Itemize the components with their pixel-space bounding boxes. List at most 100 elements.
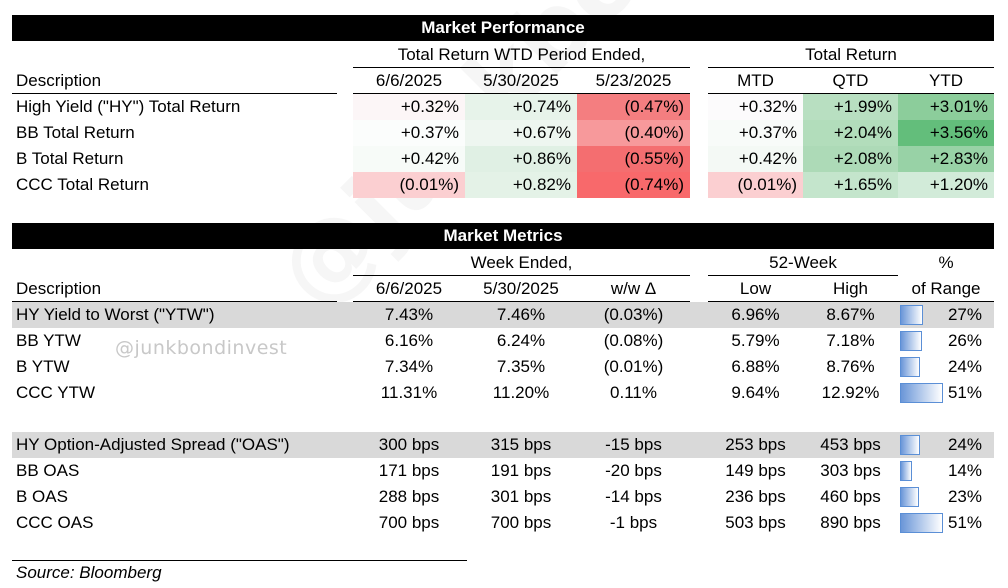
performance-row: High Yield ("HY") Total Return +0.32% +0.7… <box>12 94 994 120</box>
performance-value-ytd: +2.83% <box>898 146 994 172</box>
performance-value-w2: +0.74% <box>465 94 577 120</box>
metrics-value-chg: (0.08%) <box>603 331 664 350</box>
metrics-value-chg: -15 bps <box>605 435 662 454</box>
metrics-col-change-header: w/w Δ <box>610 279 657 298</box>
performance-value-w1: +0.42% <box>353 146 465 172</box>
metrics-value-chg: 0.11% <box>610 383 657 402</box>
range-bar-track <box>900 435 984 455</box>
source-note: Source: Bloomberg <box>16 563 162 582</box>
week-ended-group-header: Week Ended, <box>470 253 573 272</box>
performance-value-w2: +0.82% <box>465 172 577 198</box>
range-bar <box>900 383 943 403</box>
metrics-value-w2: 191 bps <box>490 461 552 480</box>
range-bar-track <box>900 487 984 507</box>
performance-value-w3: (0.47%) <box>577 94 690 120</box>
metrics-value-low: 5.79% <box>731 331 780 350</box>
metrics-row-label: B OAS <box>16 487 68 506</box>
range-bar <box>900 435 920 455</box>
range-bar <box>900 305 923 325</box>
metrics-value-high: 303 bps <box>820 461 881 480</box>
metrics-row: B OAS 288 bps 301 bps -14 bps 236 bps 460 bps… <box>12 484 994 510</box>
metrics-pct-of-range: 23% <box>947 487 982 506</box>
performance-value-mtd: +0.42% <box>708 146 803 172</box>
metrics-description-header: Description <box>16 279 102 298</box>
metrics-value-w2: 315 bps <box>490 435 552 454</box>
performance-row: B Total Return +0.42% +0.86% (0.55%) +0.42% +… <box>12 146 994 172</box>
perf-col-qtd-header: QTD <box>832 71 869 90</box>
metrics-value-high: 7.18% <box>826 331 875 350</box>
performance-row-label: High Yield ("HY") Total Return <box>16 97 241 116</box>
metrics-value-w1: 171 bps <box>378 461 440 480</box>
metrics-row: HY Yield to Worst ("YTW") 7.43% 7.46% (0.03… <box>12 302 994 328</box>
metrics-value-w1: 288 bps <box>378 487 440 506</box>
metrics-value-low: 236 bps <box>725 487 786 506</box>
metrics-value-low: 6.88% <box>731 357 780 376</box>
market-performance-title: Market Performance <box>12 15 994 41</box>
metrics-value-w2: 11.20% <box>492 383 550 402</box>
metrics-pct-underline <box>898 301 994 302</box>
metrics-row-label: HY Yield to Worst ("YTW") <box>16 305 215 324</box>
performance-value-qtd: +2.04% <box>803 120 898 146</box>
performance-value-w2: +0.67% <box>465 120 577 146</box>
metrics-value-high: 453 bps <box>820 435 881 454</box>
metrics-pct-of-range: 24% <box>947 357 982 376</box>
metrics-row-label: CCC YTW <box>16 383 96 402</box>
metrics-value-chg: -14 bps <box>605 487 662 506</box>
perf-col-w2-header: 5/30/2025 <box>483 71 559 90</box>
metrics-col-w2-header: 5/30/2025 <box>483 279 559 298</box>
metrics-value-chg: (0.01%) <box>603 357 664 376</box>
performance-row: BB Total Return +0.37% +0.67% (0.40%) +0.37%… <box>12 120 994 146</box>
performance-value-ytd: +3.56% <box>898 120 994 146</box>
metrics-value-w2: 700 bps <box>490 513 552 532</box>
metrics-value-high: 8.76% <box>826 357 875 376</box>
pct-range-header-bottom: of Range <box>911 279 981 298</box>
metrics-row: BB YTW 6.16% 6.24% (0.08%) 5.79% 7.18% 26% <box>12 328 994 354</box>
range-bar <box>900 513 943 533</box>
metrics-pct-of-range: 51% <box>947 513 982 532</box>
metrics-description-underline <box>12 301 337 302</box>
week52-group-header: 52-Week <box>769 253 837 272</box>
metrics-52w-underline <box>708 301 898 302</box>
metrics-row: CCC OAS 700 bps 700 bps -1 bps 503 bps 890 bp… <box>12 510 994 536</box>
metrics-row: CCC YTW 11.31% 11.20% 0.11% 9.64% 12.92% 51% <box>12 380 994 406</box>
metrics-value-high: 890 bps <box>820 513 881 532</box>
metrics-value-low: 253 bps <box>725 435 786 454</box>
metrics-pct-of-range: 26% <box>947 331 982 350</box>
perf-total-underline <box>708 93 994 94</box>
metrics-row: BB OAS 171 bps 191 bps -20 bps 149 bps 303 bp… <box>12 458 994 484</box>
metrics-pct-of-range: 27% <box>947 305 982 324</box>
total-return-group-header: Total Return <box>805 45 897 64</box>
range-bar-track <box>900 461 984 481</box>
perf-col-w3-header: 5/23/2025 <box>595 71 672 90</box>
performance-value-w1: +0.37% <box>353 120 465 146</box>
metrics-row-label: HY Option-Adjusted Spread ("OAS") <box>16 435 290 454</box>
perf-wtd-underline <box>353 93 690 94</box>
metrics-value-w2: 301 bps <box>490 487 552 506</box>
market-metrics-title: Market Metrics <box>12 223 994 249</box>
metrics-value-chg: (0.03%) <box>603 305 664 324</box>
performance-value-qtd: +1.99% <box>803 94 898 120</box>
metrics-value-w1: 7.43% <box>384 305 434 324</box>
metrics-value-w1: 11.31% <box>380 383 438 402</box>
range-bar-track <box>900 383 984 403</box>
range-bar <box>900 461 912 481</box>
performance-value-qtd: +2.08% <box>803 146 898 172</box>
performance-value-mtd: (0.01%) <box>708 172 803 198</box>
handle-watermark: @junkbondinvest <box>115 337 288 359</box>
metrics-value-low: 149 bps <box>725 461 786 480</box>
metrics-row-label: BB OAS <box>16 461 80 480</box>
performance-value-w2: +0.86% <box>465 146 577 172</box>
metrics-row-label: CCC OAS <box>16 513 94 532</box>
metrics-value-high: 12.92% <box>821 383 880 402</box>
performance-value-mtd: +0.37% <box>708 120 803 146</box>
metrics-value-w2: 6.24% <box>496 331 546 350</box>
metrics-pct-of-range: 24% <box>947 435 982 454</box>
metrics-pct-of-range: 14% <box>947 461 982 480</box>
metrics-value-low: 6.96% <box>731 305 780 324</box>
metrics-value-w2: 7.35% <box>496 357 546 376</box>
range-bar <box>900 357 920 377</box>
metrics-value-high: 8.67% <box>826 305 875 324</box>
metrics-value-w2: 7.46% <box>496 305 546 324</box>
metrics-row-label: BB YTW <box>16 331 81 350</box>
metrics-row: HY Option-Adjusted Spread ("OAS") 300 bps… <box>12 432 994 458</box>
